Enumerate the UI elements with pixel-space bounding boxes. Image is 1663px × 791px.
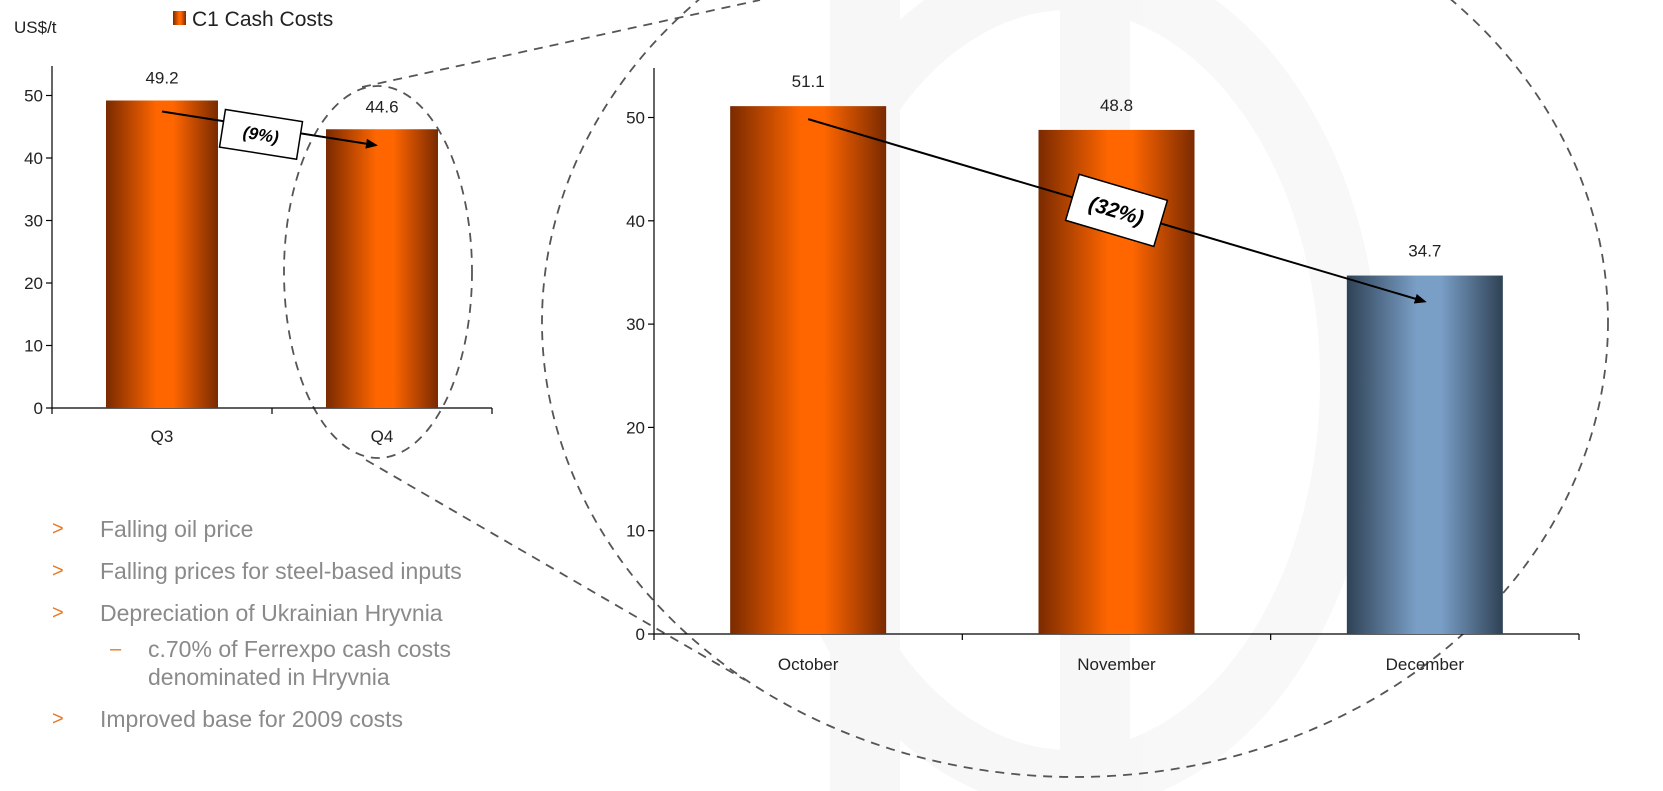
change-box	[1064, 173, 1169, 248]
list-item: > Falling oil price	[52, 515, 572, 543]
y-axis-label: US$/t	[14, 18, 57, 37]
legend: C1 Cash Costs	[173, 8, 333, 31]
data-label: 34.7	[1408, 242, 1441, 261]
list-item: > Depreciation of Ukrainian Hryvnia	[52, 599, 572, 627]
zoom-connector	[283, 0, 1609, 778]
y-tick-label: 30	[24, 212, 43, 231]
y-tick-label: 10	[626, 522, 645, 541]
monthly-cash-cost-chart: 0 10 20 30 40 50 51.1 October 48.8 November 34.7 De…	[626, 68, 1580, 674]
change-callout: (9%)	[218, 108, 304, 161]
data-label: 44.6	[365, 97, 398, 116]
key-drivers-list: > Falling oil price > Falling prices for s…	[52, 515, 572, 747]
change-box	[218, 108, 304, 161]
bullet-marker: >	[52, 518, 64, 540]
category-label: October	[778, 655, 839, 674]
legend-swatch	[173, 11, 186, 25]
y-tick-label: 40	[626, 212, 645, 231]
y-tick-label: 20	[24, 274, 43, 293]
zoom-ellipse-large	[541, 0, 1609, 778]
bar-q4	[326, 129, 438, 408]
bullet-text: Improved base for 2009 costs	[100, 706, 403, 732]
data-label: 49.2	[145, 69, 178, 88]
y-tick-label: 40	[24, 149, 43, 168]
y-tick-label: 20	[626, 418, 645, 437]
bullet-marker: >	[52, 602, 64, 624]
list-item: – c.70% of Ferrexpo cash costs denominate…	[52, 635, 572, 691]
category-label: November	[1077, 655, 1156, 674]
y-tick-label: 0	[636, 625, 645, 644]
bar-october	[730, 106, 887, 634]
bar-december	[1346, 275, 1503, 634]
zoom-ellipse-small	[283, 85, 473, 459]
category-label: Q3	[151, 427, 174, 446]
bullet-text: Depreciation of Ukrainian Hryvnia	[100, 600, 443, 626]
bar-q3	[106, 100, 218, 408]
bullet-text: c.70% of Ferrexpo cash costs denominated…	[148, 636, 451, 690]
bullet-text: Falling oil price	[100, 516, 254, 542]
bullet-text: Falling prices for steel-based inputs	[100, 558, 462, 584]
bullet-marker: >	[52, 708, 64, 730]
y-tick-label: 50	[24, 87, 43, 106]
legend-label: C1 Cash Costs	[192, 8, 333, 31]
sub-bullet-marker: –	[110, 638, 122, 660]
quarterly-cash-cost-chart: US$/t 0 10 20 30 40 50 49.2 Q3 44.6 Q4 (9%)	[14, 18, 493, 446]
y-tick-label: 10	[24, 337, 43, 356]
change-callout: (32%)	[1064, 173, 1169, 248]
y-tick-label: 50	[626, 109, 645, 128]
data-label: 48.8	[1100, 96, 1133, 115]
y-tick-label: 30	[626, 315, 645, 334]
data-label: 51.1	[792, 72, 825, 91]
category-label: December	[1386, 655, 1465, 674]
list-item: > Improved base for 2009 costs	[52, 705, 572, 733]
list-item: > Falling prices for steel-based inputs	[52, 557, 572, 585]
zoom-line-top	[361, 0, 761, 88]
bullet-marker: >	[52, 560, 64, 582]
y-tick-label: 0	[34, 399, 43, 418]
category-label: Q4	[371, 427, 394, 446]
